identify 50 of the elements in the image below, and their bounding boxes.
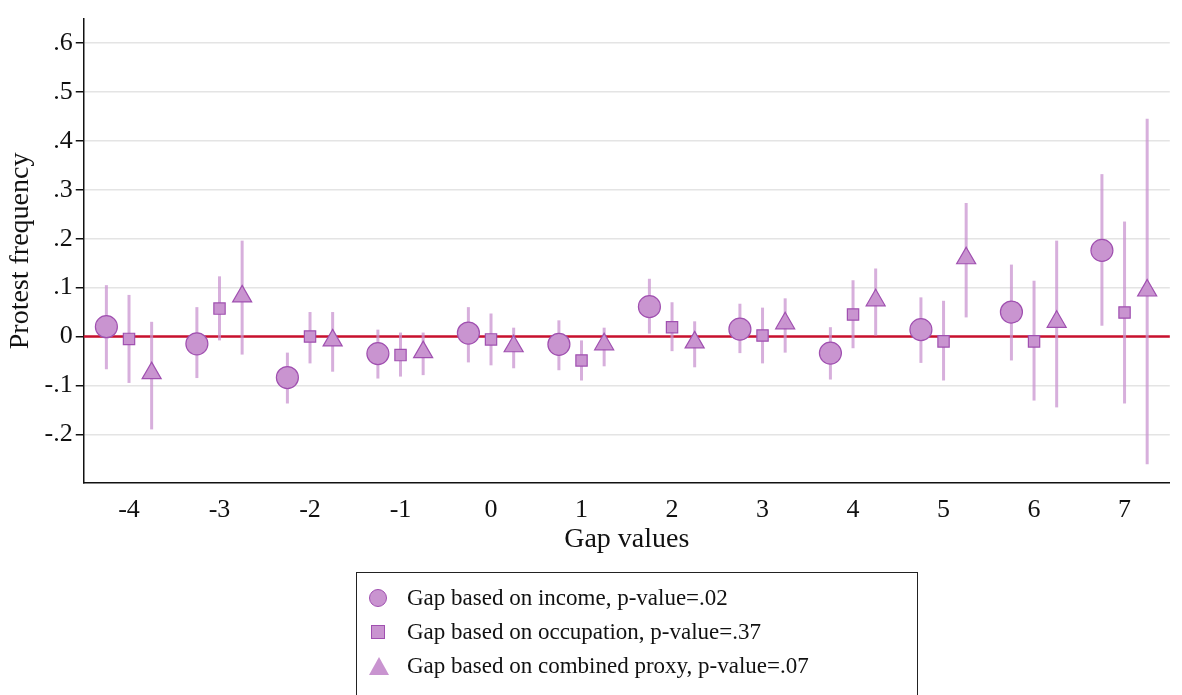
point <box>122 332 136 346</box>
legend-label: Gap based on income, p-value=.02 <box>407 585 728 611</box>
point <box>275 365 299 390</box>
y-axis-title: Protest frequency <box>3 152 35 350</box>
point <box>999 300 1024 324</box>
point <box>94 315 118 339</box>
point <box>1027 335 1041 348</box>
legend-label: Gap based on occupation, p-value=.37 <box>407 619 762 645</box>
point <box>484 333 498 346</box>
y-tick-label: .3 <box>53 173 73 203</box>
y-tick-label: .2 <box>53 222 73 252</box>
x-tick-label: 2 <box>665 493 679 523</box>
y-tick-label: -.1 <box>44 369 73 399</box>
y-tick-label: .4 <box>53 124 73 154</box>
point <box>756 329 769 342</box>
x-tick-label: 5 <box>937 493 951 523</box>
point <box>818 341 843 365</box>
point <box>185 332 209 356</box>
x-tick-label: 7 <box>1118 493 1132 523</box>
point <box>394 348 407 362</box>
point <box>1090 238 1114 263</box>
point <box>213 302 226 315</box>
x-tick-label: -4 <box>118 493 140 523</box>
legend-label: Gap based on combined proxy, p-value=.07 <box>407 653 809 679</box>
point <box>665 320 679 334</box>
point <box>303 330 317 343</box>
x-axis-title: Gap values <box>564 521 690 553</box>
y-tick-label: -.2 <box>44 418 73 448</box>
x-tick-label: -3 <box>208 493 231 523</box>
y-tick-label: .6 <box>53 26 73 56</box>
x-tick-label: -2 <box>299 493 321 523</box>
point <box>637 295 662 319</box>
point <box>1118 306 1131 319</box>
point <box>846 308 860 321</box>
x-tick-label: 4 <box>846 493 860 523</box>
x-tick-label: -1 <box>389 493 412 523</box>
x-tick-label: 1 <box>575 493 589 523</box>
point <box>366 342 390 366</box>
point <box>456 321 480 345</box>
point <box>909 318 933 342</box>
point <box>937 335 950 348</box>
x-tick-label: 6 <box>1027 493 1041 523</box>
x-tick-label: 3 <box>756 493 770 523</box>
y-tick-label: 0 <box>59 320 73 350</box>
y-tick-label: .1 <box>53 271 73 301</box>
y-tick-label: .5 <box>53 75 73 105</box>
point <box>575 354 588 367</box>
point <box>728 317 752 341</box>
x-tick-label: 0 <box>484 493 498 523</box>
point <box>547 332 571 356</box>
